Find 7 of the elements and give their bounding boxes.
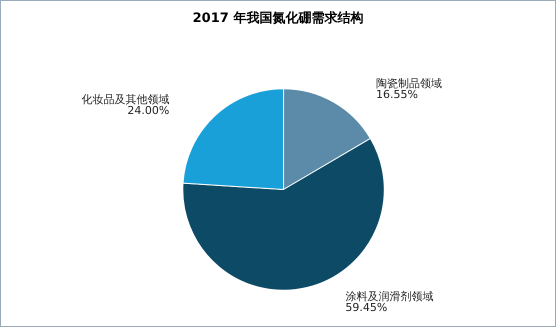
data-label: 24.00% bbox=[127, 104, 170, 118]
chart-title: 2017 年我国氮化硼需求结构 bbox=[192, 10, 364, 26]
slice-label: 化妆品及其他领域 bbox=[81, 93, 170, 106]
data-label: 59.45% bbox=[345, 301, 388, 314]
slice-label: 陶瓷制品领域 bbox=[376, 77, 442, 90]
slice-label: 涂料及润滑剂领域 bbox=[345, 290, 434, 304]
data-label: 16.55% bbox=[376, 88, 418, 102]
